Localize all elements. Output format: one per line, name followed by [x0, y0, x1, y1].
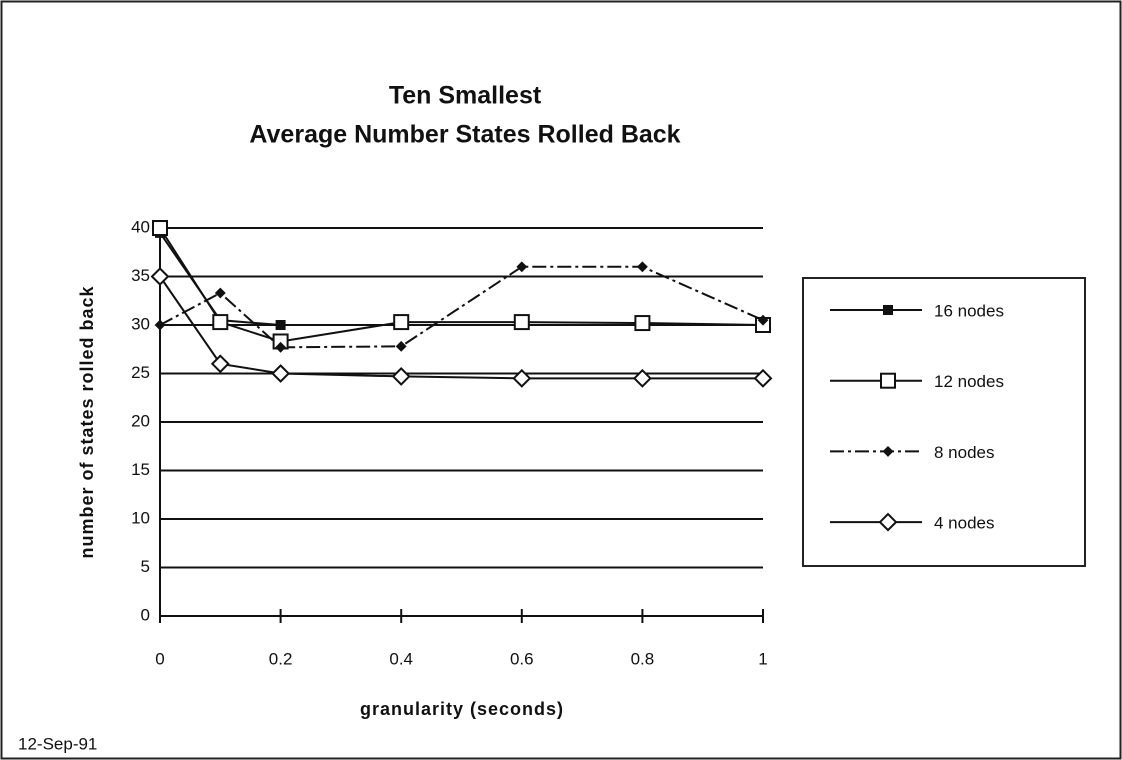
- marker: [882, 445, 894, 457]
- series-line: [159, 275, 763, 380]
- y-tick-label: 10: [131, 508, 150, 527]
- y-tick-label: 20: [131, 411, 150, 430]
- y-tick-label: 25: [131, 363, 150, 382]
- marker: [214, 287, 226, 299]
- x-tick-label: 0.4: [389, 649, 413, 668]
- series-line: [159, 265, 764, 349]
- y-tick-label: 35: [131, 266, 150, 285]
- marker: [516, 261, 528, 273]
- x-tick-label: 0.6: [510, 649, 534, 668]
- chart-title: Ten Smallest: [389, 82, 542, 110]
- marker: [275, 341, 287, 353]
- x-tick-label: 0.8: [631, 649, 655, 668]
- marker: [880, 372, 896, 389]
- x-axis-label: granularity (seconds): [360, 699, 564, 719]
- marker: [757, 314, 769, 326]
- chart-subtitle: Average Number States Rolled Back: [249, 121, 680, 149]
- x-tick-label: 1: [758, 649, 767, 668]
- legend-label: 16 nodes: [934, 301, 1004, 320]
- marker: [632, 368, 652, 388]
- x-tick-label: 0: [155, 649, 164, 668]
- x-tick-label: 0.2: [269, 649, 293, 668]
- y-axis-label: number of states rolled back: [77, 285, 97, 558]
- marker: [753, 368, 773, 388]
- y-tick-label: 30: [131, 314, 150, 333]
- marker: [152, 220, 168, 236]
- legend-box: [802, 277, 1086, 567]
- legend-label: 4 nodes: [934, 514, 995, 533]
- marker: [275, 320, 286, 330]
- marker: [154, 319, 166, 331]
- series-line: [159, 232, 763, 326]
- y-tick-label: 40: [131, 217, 150, 236]
- y-tick-label: 5: [141, 557, 150, 576]
- marker: [393, 314, 410, 331]
- marker: [878, 512, 898, 532]
- marker: [150, 267, 170, 286]
- date-annotation: 12-Sep-91: [18, 734, 97, 753]
- marker: [395, 340, 407, 352]
- y-tick-label: 15: [131, 460, 150, 479]
- marker: [212, 314, 229, 331]
- marker: [391, 366, 411, 386]
- marker: [513, 314, 530, 331]
- marker: [883, 305, 893, 315]
- marker: [512, 368, 532, 388]
- marker: [210, 354, 230, 374]
- y-tick-label: 0: [141, 605, 150, 624]
- marker: [634, 315, 651, 332]
- marker: [271, 364, 291, 383]
- marker: [636, 261, 648, 273]
- legend-label: 8 nodes: [934, 443, 995, 462]
- legend-label: 12 nodes: [934, 372, 1004, 391]
